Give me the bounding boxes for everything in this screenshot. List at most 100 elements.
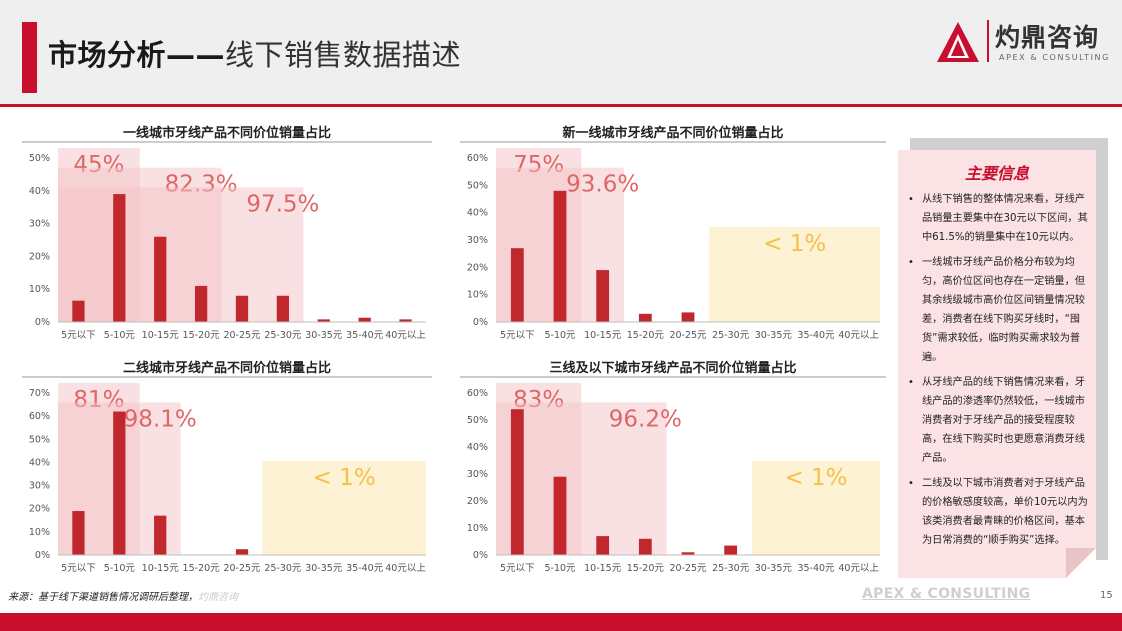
chart1-x-tick: 35-40元 (797, 330, 835, 341)
chart0-x-tick: 40元以上 (385, 330, 426, 341)
chart1-band-label-1: 93.6% (566, 172, 639, 198)
chart3-x-tick: 30-35元 (755, 563, 793, 574)
info-panel-list: • 从线下销售的整体情况来看，牙线产品销量主要集中在30元以下区间，其中61.5%… (906, 190, 1092, 556)
chart3-bar (553, 476, 567, 555)
info-item-text: 从牙线产品的线下销售情况来看，牙线产品的渗透率仍然较低，一线城市消费者对于牙线产… (922, 377, 1085, 464)
chart3-y-tick: 60% (467, 388, 488, 399)
chart2-bar (154, 515, 167, 555)
info-item: • 一线城市牙线产品价格分布较为均匀，高价位区间也存在一定销量，但其余线级城市高价… (906, 253, 1092, 367)
chart1-bar (510, 248, 524, 322)
chart1-x-tick: 15-20元 (627, 330, 665, 341)
chart1-bar (681, 312, 695, 322)
chart0-bar (235, 295, 249, 322)
header: 市场分析——线下销售数据描述 灼鼎咨询 APEX & CONSULTING (0, 0, 1122, 106)
chart0-x-tick: 15-20元 (183, 330, 221, 341)
chart3-y-tick: 10% (467, 523, 488, 534)
header-accent-bar (22, 22, 37, 93)
chart3-x-tick: 5-10元 (544, 563, 576, 574)
logo-divider (987, 20, 989, 62)
source-text: 来源：基于线下渠道销售情况调研后整理， (8, 592, 198, 603)
chart0-x-tick: 30-35元 (305, 330, 343, 341)
chart3-band-2 (752, 461, 880, 555)
chart0-title: 一线城市牙线产品不同价位销量占比 (123, 125, 331, 141)
chart2-band-label-2: < 1% (313, 465, 376, 491)
chart3-bar (510, 409, 524, 555)
chart0-x-tick: 10-15元 (142, 330, 180, 341)
chart2-x-tick: 35-40元 (346, 563, 384, 574)
chart3-bar (596, 536, 610, 555)
chart3-y-tick: 20% (467, 496, 488, 507)
header-divider-line (0, 104, 1122, 107)
chart0-band-2 (58, 187, 304, 322)
chart1-x-tick: 30-35元 (755, 330, 793, 341)
chart0-y-tick: 20% (29, 251, 50, 262)
chart1-x-tick: 5-10元 (544, 330, 576, 341)
chart0-bar (194, 285, 208, 322)
logo-name-cn: 灼鼎咨询 (995, 23, 1100, 52)
chart-tier1: 一线城市牙线产品不同价位销量占比 45% 82.3% 97.5% 0% 10% 20% 30%… (22, 122, 432, 352)
company-logo: 灼鼎咨询 APEX & CONSULTING (935, 18, 1115, 66)
chart2-y-tick: 40% (29, 457, 50, 468)
chart3-bar (638, 538, 652, 555)
chart2-x-tick: 15-20元 (183, 563, 221, 574)
chart2-y-tick: 50% (29, 434, 50, 445)
chart1-y-tick: 0% (473, 317, 488, 328)
chart3-y-tick: 0% (473, 550, 488, 561)
logo-triangle-icon (937, 22, 979, 62)
chart1-x-tick: 10-15元 (584, 330, 622, 341)
chart0-bar (358, 317, 371, 322)
chart1-y-tick: 40% (467, 208, 488, 219)
page-title: 市场分析——线下销售数据描述 (48, 32, 461, 74)
chart3-x-tick: 10-15元 (584, 563, 622, 574)
chart0-x-tick: 5-10元 (104, 330, 136, 341)
chart2-band-label-1: 98.1% (124, 406, 197, 432)
chart2-x-tick: 40元以上 (385, 563, 426, 574)
page-number: 15 (1100, 590, 1113, 601)
chart1-band-2 (709, 226, 880, 322)
chart0-x-tick: 35-40元 (346, 330, 384, 341)
chart0-x-tick: 20-25元 (223, 330, 261, 341)
chart3-x-tick: 25-30元 (712, 563, 750, 574)
chart0-y-tick: 30% (29, 219, 50, 230)
chart2-title: 二线城市牙线产品不同价位销量占比 (123, 360, 331, 376)
chart1-bar (596, 270, 610, 322)
chart0-x-tick: 5元以下 (61, 330, 96, 341)
chart1-x-tick: 5元以下 (500, 330, 535, 341)
chart3-bar (724, 545, 738, 555)
chart-tier2: 二线城市牙线产品不同价位销量占比 81% 98.1% < 1% 0% 10% 20% 30% 4… (22, 357, 432, 585)
chart1-bar (638, 313, 652, 322)
chart1-title: 新一线城市牙线产品不同价位销量占比 (562, 125, 783, 141)
chart0-bar (154, 236, 167, 322)
chart-new-tier1: 新一线城市牙线产品不同价位销量占比 75% 93.6% < 1% 0% 10% 20% 30%… (460, 122, 886, 352)
chart0-bar (399, 319, 412, 322)
chart2-bar (113, 411, 126, 555)
chart2-y-tick: 10% (29, 527, 50, 538)
chart3-bar (681, 552, 695, 555)
bullet-icon: • (908, 257, 914, 268)
chart3-band-1 (496, 402, 667, 555)
info-item-text: 从线下销售的整体情况来看，牙线产品销量主要集中在30元以下区间，其中61.5%的… (922, 194, 1088, 243)
chart3-band-label-2: < 1% (784, 465, 847, 491)
chart2-x-tick: 5元以下 (61, 563, 96, 574)
chart2-x-tick: 30-35元 (305, 563, 343, 574)
chart1-x-tick: 20-25元 (669, 330, 707, 341)
chart3-y-tick: 40% (467, 442, 488, 453)
chart2-y-tick: 70% (29, 388, 50, 399)
chart2-x-tick: 5-10元 (104, 563, 136, 574)
chart1-x-tick: 25-30元 (712, 330, 750, 341)
chart3-y-tick: 30% (467, 469, 488, 480)
chart-tier1-svg: 一线城市牙线产品不同价位销量占比45%82.3%97.5%0%10%20%30%… (22, 125, 432, 341)
chart3-x-tick: 20-25元 (669, 563, 707, 574)
info-panel: 主要信息 • 从线下销售的整体情况来看，牙线产品销量主要集中在30元以下区间，其中… (898, 150, 1096, 578)
chart3-x-tick: 15-20元 (627, 563, 665, 574)
chart2-y-tick: 0% (35, 550, 50, 561)
chart2-x-tick: 10-15元 (142, 563, 180, 574)
source-note: 来源：基于线下渠道销售情况调研后整理，灼鼎咨询 (8, 588, 238, 603)
chart0-y-tick: 40% (29, 186, 50, 197)
chart1-bar (553, 190, 567, 322)
chart2-bar (72, 511, 85, 555)
chart0-y-tick: 10% (29, 284, 50, 295)
bullet-icon: • (908, 377, 914, 388)
chart3-x-tick: 35-40元 (797, 563, 835, 574)
